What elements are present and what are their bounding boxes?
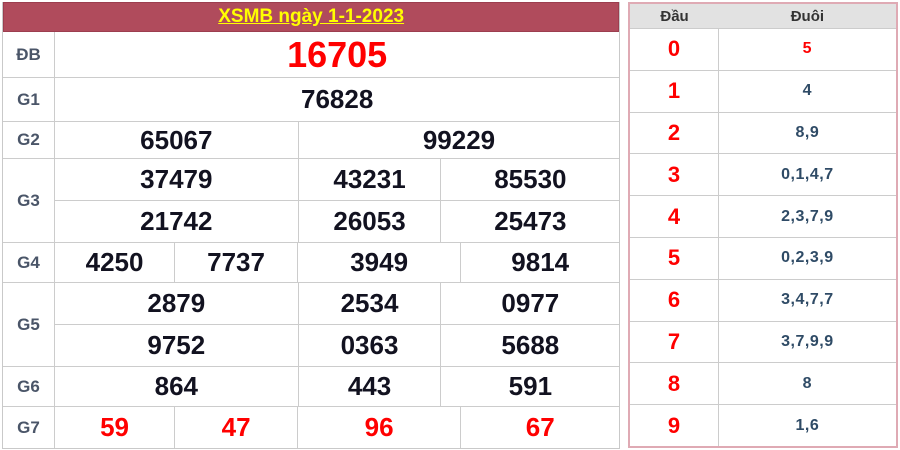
prize-row-values: 864 443 591 bbox=[55, 367, 619, 406]
prize-row-values: 4250 7737 3949 9814 bbox=[55, 243, 619, 282]
prize-row-label: ĐB bbox=[3, 32, 55, 77]
tail-digits: 3,7,9,9 bbox=[781, 332, 834, 350]
head-tail-header: Đầu Đuôi bbox=[630, 4, 896, 28]
prize-number: 96 bbox=[297, 407, 460, 448]
prize-number: 67 bbox=[460, 407, 619, 448]
prize-number: 21742 bbox=[140, 206, 213, 236]
prize-number: 0977 bbox=[440, 283, 619, 324]
prize-number: 99229 bbox=[297, 122, 620, 158]
prize-number: 2879 bbox=[147, 288, 206, 318]
head-digit: 3 bbox=[630, 154, 719, 196]
head-digit: 7 bbox=[630, 321, 719, 363]
prize-number: 443 bbox=[297, 367, 441, 406]
prize-number: 26053 bbox=[297, 201, 441, 242]
head-digit: 1 bbox=[630, 70, 719, 112]
prize-number: 2534 bbox=[297, 283, 441, 324]
prize-number: 65067 bbox=[140, 124, 213, 155]
prize-number: 85530 bbox=[440, 159, 619, 200]
prize-number: 25473 bbox=[440, 201, 619, 242]
prize-row-label: G4 bbox=[3, 243, 55, 282]
tail-column-header: Đuôi bbox=[790, 7, 825, 25]
head-tail-row: 7 3,7,9,9 bbox=[630, 320, 896, 363]
results-table: XSMB ngày 1-1-2023 ĐB 16705 G1 76828 G2 bbox=[2, 2, 621, 449]
prize-row-g3: G3 37479 43231 85530 21742 26053 25473 bbox=[3, 159, 620, 243]
prize-row-g6: G6 864 443 591 bbox=[3, 367, 620, 407]
prize-number: 16705 bbox=[287, 33, 388, 75]
head-digit: 4 bbox=[630, 196, 719, 237]
head-digit: 8 bbox=[630, 363, 719, 405]
head-digit: 6 bbox=[630, 279, 719, 321]
prize-row-values: 65067 99229 bbox=[55, 122, 619, 158]
prize-number: 59 bbox=[100, 412, 129, 442]
head-tail-row: 8 8 bbox=[630, 362, 896, 405]
tail-digits: 4 bbox=[802, 82, 813, 100]
tail-digits: 2,3,7,9 bbox=[781, 207, 834, 225]
head-tail-row: 4 2,3,7,9 bbox=[630, 195, 896, 237]
prize-row-g2: G2 65067 99229 bbox=[3, 122, 620, 159]
results-title-link[interactable]: XSMB ngày 1-1-2023 bbox=[218, 6, 405, 27]
prize-number: 591 bbox=[440, 367, 619, 406]
prize-row-values: 2879 2534 0977 9752 0363 5688 bbox=[55, 283, 620, 366]
head-tail-row: 6 3,4,7,7 bbox=[630, 278, 896, 321]
tail-digits: 8,9 bbox=[795, 123, 820, 141]
prize-row-label: G5 bbox=[3, 283, 55, 366]
tail-digits: 1,6 bbox=[795, 416, 820, 434]
prize-number: 43231 bbox=[297, 159, 441, 200]
prize-row-values: 16705 bbox=[55, 32, 619, 77]
prize-row-g7: G7 59 47 96 67 bbox=[3, 407, 619, 448]
prize-row-label: G2 bbox=[3, 122, 55, 158]
prize-number: 37479 bbox=[140, 164, 213, 194]
prize-row-label: G6 bbox=[3, 367, 55, 406]
tail-digits: 5 bbox=[802, 40, 813, 58]
results-title-bar: XSMB ngày 1-1-2023 bbox=[3, 2, 620, 32]
prize-row-values: 76828 bbox=[55, 78, 619, 121]
prize-number: 9814 bbox=[460, 243, 619, 282]
head-tail-row: 0 5 bbox=[630, 28, 896, 70]
head-tail-row: 9 1,6 bbox=[630, 404, 896, 446]
head-digit: 9 bbox=[630, 405, 719, 446]
head-column-header: Đầu bbox=[660, 7, 689, 25]
prize-row-g1: G1 76828 bbox=[3, 78, 620, 122]
prize-number: 76828 bbox=[300, 84, 374, 114]
head-digit: 0 bbox=[630, 29, 719, 70]
tail-digits: 0,1,4,7 bbox=[781, 165, 834, 183]
head-digit: 2 bbox=[630, 112, 719, 154]
prize-number: 864 bbox=[154, 371, 199, 401]
prize-row-db: ĐB 16705 bbox=[3, 32, 620, 78]
head-digit: 5 bbox=[630, 237, 719, 279]
head-tail-row: 1 4 bbox=[630, 69, 896, 112]
prize-row-label: G3 bbox=[3, 159, 55, 242]
prize-number: 0363 bbox=[297, 325, 441, 366]
prize-number: 5688 bbox=[440, 325, 619, 366]
tail-digits: 8 bbox=[802, 374, 813, 392]
head-tail-row: 3 0,1,4,7 bbox=[630, 153, 896, 196]
head-tail-table: Đầu Đuôi 0 5 1 4 2 8,9 3 0,1,4,7 4 2,3,7… bbox=[628, 2, 898, 448]
prize-row-g4: G4 4250 7737 3949 9814 bbox=[3, 243, 620, 283]
head-tail-row: 2 8,9 bbox=[630, 111, 896, 154]
prize-row-label: G1 bbox=[3, 78, 55, 121]
head-tail-row: 5 0,2,3,9 bbox=[630, 236, 896, 279]
prize-number: 9752 bbox=[147, 330, 206, 360]
prize-row-label: G7 bbox=[3, 407, 55, 448]
prize-number: 4250 bbox=[85, 247, 144, 277]
tail-digits: 3,4,7,7 bbox=[781, 291, 834, 309]
prize-number: 7737 bbox=[174, 243, 297, 282]
prize-number: 3949 bbox=[297, 243, 460, 282]
prize-number: 47 bbox=[174, 407, 297, 448]
prize-row-g5: G5 2879 2534 0977 9752 0363 5688 bbox=[3, 283, 620, 367]
prize-row-values: 59 47 96 67 bbox=[55, 407, 619, 448]
tail-digits: 0,2,3,9 bbox=[781, 249, 834, 267]
prize-row-values: 37479 43231 85530 21742 26053 25473 bbox=[55, 159, 620, 242]
